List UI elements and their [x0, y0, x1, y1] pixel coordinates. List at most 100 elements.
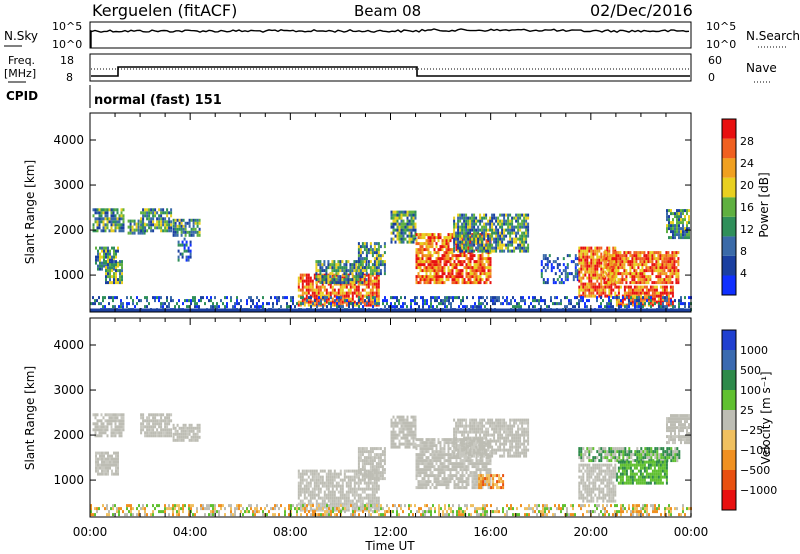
power-cell — [331, 285, 334, 289]
power-cell — [620, 299, 622, 303]
power-cell — [360, 302, 362, 306]
power-cell — [621, 272, 624, 276]
power-cell — [522, 299, 524, 303]
power-cell — [678, 299, 680, 303]
power-cell — [459, 246, 462, 250]
velocity-cell — [341, 493, 344, 497]
power-cell — [168, 220, 171, 224]
power-cell — [440, 299, 442, 303]
power-cell — [615, 266, 618, 270]
power-cell — [136, 296, 138, 300]
power-cell — [639, 291, 642, 295]
power-cell — [560, 272, 563, 276]
power-cell — [592, 249, 595, 253]
velocity-cell — [319, 502, 322, 506]
power-cell — [398, 240, 401, 244]
power-cell — [394, 219, 397, 223]
power-cell — [152, 229, 155, 233]
power-cell — [168, 223, 171, 227]
power-cell — [590, 258, 593, 262]
power-cell — [421, 251, 424, 255]
velocity-cell — [398, 433, 401, 437]
power-cell — [621, 260, 624, 264]
velocity-cell — [166, 416, 169, 420]
velocity-cell — [156, 413, 159, 417]
power-cell — [361, 266, 364, 270]
power-cell — [375, 251, 378, 255]
velocity-cell — [349, 478, 352, 482]
power-cell — [596, 276, 599, 280]
velocity-cell — [168, 422, 171, 426]
power-cell — [107, 275, 109, 279]
velocity-cell — [339, 493, 342, 497]
velocity-cell — [317, 478, 320, 482]
velocity-cell — [369, 508, 372, 512]
power-cell — [319, 288, 322, 292]
power-cell — [475, 246, 478, 250]
power-cell — [317, 288, 320, 292]
power-cell — [515, 231, 518, 235]
power-cell — [479, 249, 482, 253]
velocity-cell — [367, 481, 370, 485]
power-cell — [612, 305, 614, 309]
power-cell — [410, 299, 412, 303]
power-cell — [109, 275, 111, 279]
velocity-cell — [305, 481, 308, 485]
power-cell — [414, 222, 417, 226]
velocity-cell — [164, 419, 167, 423]
power-cell — [499, 234, 502, 238]
power-cell — [310, 305, 312, 309]
velocity-cell — [315, 499, 318, 503]
velocity-cell — [299, 499, 302, 503]
power-cell — [669, 275, 672, 279]
power-cell — [613, 275, 616, 279]
power-cell — [329, 275, 332, 279]
power-cell — [373, 279, 376, 283]
velocity-cell — [363, 481, 366, 485]
velocity-cell — [339, 469, 342, 473]
power-cell — [653, 285, 656, 289]
power-cell — [210, 299, 212, 303]
power-cell — [671, 275, 674, 279]
power-cell — [445, 254, 448, 258]
power-cell — [425, 266, 428, 270]
power-cell — [325, 288, 328, 292]
power-cell — [627, 294, 630, 298]
power-cell — [580, 252, 583, 256]
power-cell — [489, 260, 492, 264]
power-cell — [329, 272, 332, 276]
power-cell — [331, 303, 334, 307]
power-cell — [316, 305, 318, 309]
power-cell — [520, 305, 522, 309]
power-cell — [359, 245, 362, 249]
power-cell — [598, 246, 601, 250]
power-cell — [612, 296, 614, 300]
power-cell — [525, 240, 528, 244]
power-cell — [126, 296, 128, 300]
velocity-cell — [359, 496, 362, 500]
power-cell — [673, 263, 676, 267]
velocity-cell — [301, 469, 304, 473]
power-cell — [182, 302, 184, 306]
power-cell — [288, 305, 290, 309]
power-cell — [507, 240, 510, 244]
power-cell — [100, 229, 103, 233]
power-cell — [415, 233, 418, 237]
power-cell — [511, 228, 514, 232]
power-cell — [588, 285, 591, 289]
power-cell — [302, 302, 304, 306]
velocity-cell — [110, 416, 113, 420]
power-cell — [596, 296, 598, 300]
power-cell — [408, 225, 411, 229]
velocity-cell — [184, 435, 187, 439]
power-cell — [408, 210, 411, 214]
power-cell — [172, 299, 174, 303]
power-cell — [511, 243, 514, 247]
power-cell — [299, 276, 302, 280]
power-cell — [647, 266, 650, 270]
power-cell — [525, 246, 528, 250]
power-cell — [598, 264, 601, 268]
power-cell — [475, 231, 478, 235]
power-cell — [521, 231, 524, 235]
